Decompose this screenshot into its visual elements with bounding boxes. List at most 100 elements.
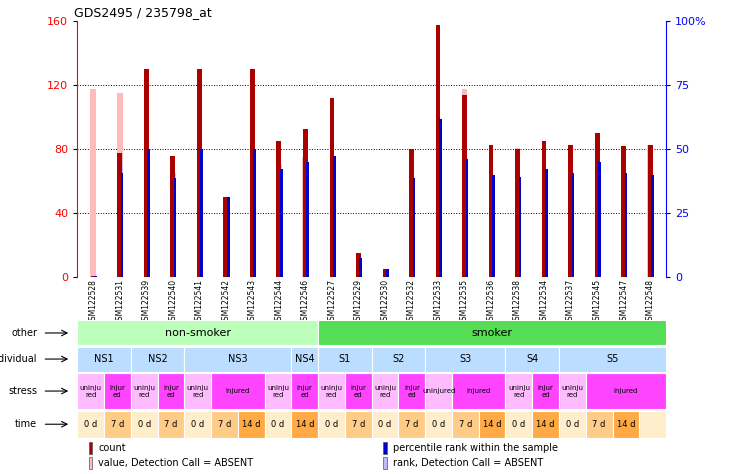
Text: injur
ed: injur ed (110, 384, 125, 398)
Bar (131, 373, 158, 409)
Bar (425, 410, 452, 438)
Text: S4: S4 (526, 354, 539, 364)
Bar (184, 410, 211, 438)
Text: 7 d: 7 d (110, 420, 124, 428)
Bar (372, 346, 425, 372)
Bar (545, 169, 548, 277)
Bar (77, 373, 104, 409)
Bar (291, 346, 318, 372)
Bar (170, 173, 176, 277)
Text: value, Detection Call = ABSENT: value, Detection Call = ABSENT (99, 458, 253, 468)
Text: 0 d: 0 d (84, 420, 97, 428)
Text: injur
ed: injur ed (297, 384, 313, 398)
Bar (532, 373, 559, 409)
Bar (436, 25, 440, 277)
Bar (117, 153, 122, 277)
Bar (383, 457, 387, 469)
Text: count: count (99, 443, 126, 453)
Bar (77, 410, 104, 438)
Text: S1: S1 (339, 354, 351, 364)
Text: injur
ed: injur ed (404, 384, 420, 398)
Bar (372, 410, 398, 438)
Bar (398, 373, 425, 409)
Text: 7 d: 7 d (405, 420, 419, 428)
Text: individual: individual (0, 354, 37, 364)
Bar (572, 173, 574, 277)
Bar (280, 169, 283, 277)
Text: 0 d: 0 d (432, 420, 445, 428)
Bar (318, 346, 372, 372)
Text: GDS2495 / 235798_at: GDS2495 / 235798_at (74, 6, 212, 19)
Bar (572, 210, 574, 277)
Bar (595, 133, 600, 277)
Text: rank, Detection Call = ABSENT: rank, Detection Call = ABSENT (393, 458, 543, 468)
Text: 7 d: 7 d (352, 420, 365, 428)
Text: injured: injured (467, 388, 491, 394)
Bar (621, 146, 626, 277)
Bar (184, 373, 211, 409)
Bar (461, 89, 467, 277)
Text: stress: stress (8, 386, 37, 396)
Bar (559, 346, 666, 372)
Text: injured: injured (614, 388, 638, 394)
Bar (586, 410, 612, 438)
Text: smoker: smoker (472, 328, 512, 338)
Bar (238, 410, 265, 438)
Bar (227, 197, 230, 277)
Bar (211, 410, 238, 438)
Bar (94, 276, 97, 277)
Bar (91, 89, 96, 277)
Bar (567, 189, 573, 277)
Bar (318, 320, 666, 346)
Bar (386, 269, 389, 277)
Text: 14 d: 14 d (537, 420, 555, 428)
Bar (383, 443, 387, 454)
Text: other: other (11, 328, 37, 338)
Bar (306, 162, 309, 277)
Bar (200, 149, 203, 277)
Text: 0 d: 0 d (272, 420, 285, 428)
Bar (211, 373, 265, 409)
Bar (280, 182, 283, 277)
Bar (651, 182, 654, 277)
Bar (651, 175, 654, 277)
Text: 7 d: 7 d (459, 420, 472, 428)
Text: 7 d: 7 d (218, 420, 231, 428)
Bar (514, 148, 520, 277)
Bar (318, 410, 345, 438)
Text: S3: S3 (459, 354, 472, 364)
Bar (372, 373, 398, 409)
Bar (345, 410, 372, 438)
Bar (515, 149, 520, 277)
Bar (519, 176, 521, 277)
Bar (170, 156, 175, 277)
Bar (117, 93, 123, 277)
Bar (409, 149, 414, 277)
Text: uninju
red: uninju red (374, 384, 396, 398)
Bar (466, 159, 468, 277)
Bar (359, 258, 362, 277)
Bar (276, 165, 282, 277)
Bar (559, 410, 586, 438)
Bar (77, 346, 131, 372)
Text: 0 d: 0 d (566, 420, 579, 428)
Text: injur
ed: injur ed (350, 384, 367, 398)
Bar (466, 161, 468, 277)
Text: uninju
red: uninju red (562, 384, 584, 398)
Text: 14 d: 14 d (483, 420, 501, 428)
Bar (131, 346, 184, 372)
Bar (425, 346, 506, 372)
Bar (253, 149, 256, 277)
Bar (89, 457, 93, 469)
Bar (439, 119, 442, 277)
Bar (291, 373, 318, 409)
Bar (121, 161, 124, 277)
Bar (355, 269, 361, 277)
Text: injur
ed: injur ed (163, 384, 179, 398)
Bar (302, 157, 308, 277)
Bar (425, 373, 452, 409)
Text: uninju
red: uninju red (187, 384, 209, 398)
Bar (158, 373, 184, 409)
Bar (478, 410, 506, 438)
Bar (303, 128, 308, 277)
